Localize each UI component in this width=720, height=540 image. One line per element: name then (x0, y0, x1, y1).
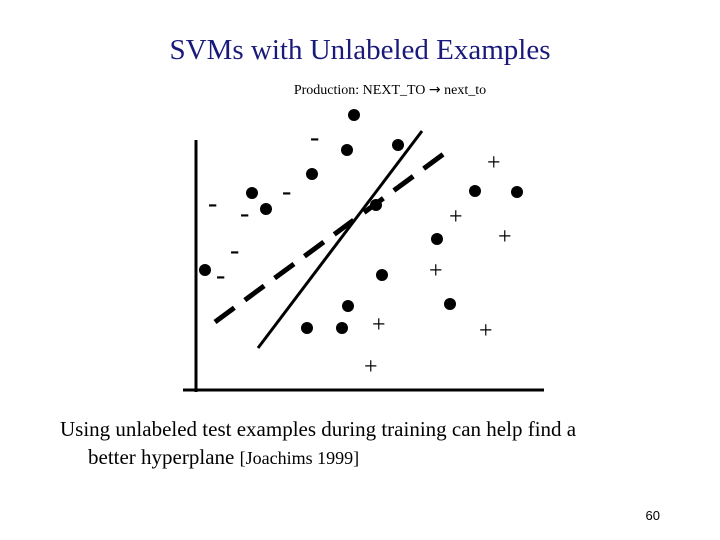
unlabeled-point (260, 203, 272, 215)
positive-label: + (487, 150, 501, 176)
unlabeled-point (370, 199, 382, 211)
dashed-hyperplane (213, 147, 451, 325)
caption-line-1: Using unlabeled test examples during tra… (60, 417, 577, 441)
positive-label: + (372, 312, 386, 338)
unlabeled-point (342, 300, 354, 312)
negative-label: - (216, 260, 225, 291)
negative-label: - (310, 122, 319, 153)
unlabeled-points (199, 109, 523, 334)
unlabeled-point (392, 139, 404, 151)
unlabeled-point (306, 168, 318, 180)
positive-label: + (498, 224, 512, 250)
negative-label: - (208, 188, 217, 219)
subtitle-suffix: next_to (440, 83, 487, 98)
production-subtitle: Production: NEXT_TO → next_to (0, 82, 720, 99)
unlabeled-point (199, 264, 211, 276)
unlabeled-point (341, 144, 353, 156)
citation: [Joachims 1999] (239, 448, 360, 468)
negative-label: - (282, 176, 291, 207)
subtitle-prefix: Production: NEXT_TO (293, 83, 429, 98)
unlabeled-point (511, 186, 523, 198)
negative-label: - (240, 198, 249, 229)
caption-line-2-text: better hyperplane (88, 445, 240, 469)
positive-label: + (449, 204, 463, 230)
unlabeled-point (348, 109, 360, 121)
right-arrow-icon: → (428, 82, 441, 98)
unlabeled-point (336, 322, 348, 334)
positive-label: + (364, 354, 378, 380)
page-number: 60 (645, 508, 660, 523)
caption-line-2: better hyperplane [Joachims 1999] (60, 443, 700, 472)
unlabeled-point (301, 322, 313, 334)
slide-caption: Using unlabeled test examples during tra… (60, 415, 700, 472)
solid-hyperplane (256, 130, 424, 349)
unlabeled-point (246, 187, 258, 199)
positive-label: + (429, 258, 443, 284)
positive-label: + (479, 318, 493, 344)
slide-title: SVMs with Unlabeled Examples (169, 34, 551, 66)
unlabeled-point (444, 298, 456, 310)
unlabeled-point (431, 233, 443, 245)
unlabeled-point (469, 185, 481, 197)
negative-label: - (230, 235, 239, 266)
unlabeled-point (376, 269, 388, 281)
